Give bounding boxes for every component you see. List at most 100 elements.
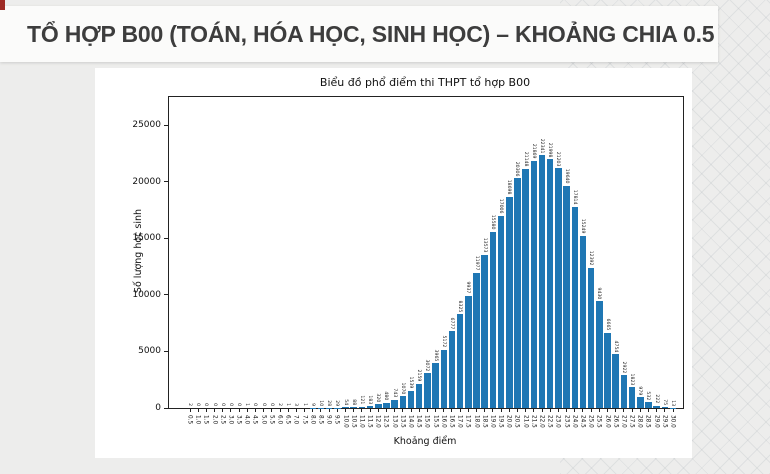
x-tick-mark (500, 409, 502, 412)
bar-value-label: 1823 (629, 373, 635, 386)
x-tick-mark (476, 409, 478, 412)
bar (448, 331, 456, 408)
top-banner: TỔ HỢP B00 (TOÁN, HÓA HỌC, SINH HỌC) – K… (0, 6, 718, 62)
x-tick-mark (566, 409, 568, 412)
bar (653, 405, 660, 408)
x-tick-mark (246, 409, 248, 412)
x-tick-label: 10.5 (350, 415, 358, 428)
x-tick-label: 29.5 (661, 415, 669, 428)
x-tick-label: 2.5 (219, 415, 227, 425)
x-tick-mark (549, 409, 551, 412)
y-tick-label: 20000 (132, 176, 161, 187)
bar-value-label: 21998 (547, 142, 554, 158)
x-tick-mark (582, 409, 584, 412)
x-tick-mark (426, 409, 428, 412)
bar-value-label: 0 (220, 403, 226, 406)
x-tick-label: 20.5 (514, 415, 522, 428)
bar-value-label: 1 (244, 403, 251, 406)
x-tick-mark (394, 409, 396, 412)
bar-value-label: 9937 (466, 281, 472, 294)
bar-value-label: 121 (359, 395, 365, 405)
bar (563, 185, 570, 408)
x-tick-label: 3.0 (228, 415, 235, 425)
x-tick-label: 25.5 (596, 415, 603, 428)
bar (522, 168, 529, 408)
bar (407, 390, 415, 408)
bar (440, 349, 448, 408)
bar-value-label: 320 (375, 393, 382, 403)
bar-value-label: 9430 (596, 287, 603, 300)
bar-value-label: 13 (670, 399, 676, 406)
bar-value-label: 10 (318, 399, 324, 406)
x-tick-mark (418, 409, 420, 412)
y-axis-label: Số lượng học sinh (133, 208, 144, 294)
x-tick-mark (263, 409, 265, 412)
plot-area: 0 5000 10000 15000 20000 25000 2 0.5 0 1.0 0 1.5 0 2.… (132, 96, 684, 428)
x-tick-mark (214, 409, 216, 412)
x-tick-mark (353, 409, 355, 412)
bar-value-label: 3 (294, 403, 300, 406)
bar-value-label: 1 (285, 403, 292, 406)
bar (628, 387, 636, 408)
x-tick-label: 21.0 (522, 415, 530, 428)
x-tick-label: 7.5 (301, 415, 309, 425)
bar (424, 373, 431, 408)
x-tick-label: 26.0 (604, 415, 612, 428)
x-tick-mark (361, 409, 363, 412)
x-tick-label: 6.0 (277, 415, 284, 425)
bar (456, 313, 464, 408)
x-tick-label: 7.0 (293, 415, 301, 425)
bar-value-label: 979 (637, 386, 644, 395)
x-tick-label: 27.0 (620, 415, 628, 428)
bar (661, 407, 669, 408)
x-tick-mark (402, 409, 404, 412)
y-tick-label: 15000 (132, 233, 161, 244)
x-tick-mark (312, 409, 314, 412)
y-tick-mark (164, 237, 168, 239)
x-tick-label: 1.0 (195, 415, 202, 425)
x-tick-label: 29.0 (653, 415, 661, 428)
x-tick-mark (574, 409, 576, 412)
bar (637, 396, 644, 408)
bar (473, 272, 480, 408)
x-tick-mark (664, 409, 666, 412)
x-tick-mark (533, 409, 535, 412)
x-tick-mark (385, 409, 387, 412)
bar-value-label: 5172 (441, 335, 447, 348)
bar (366, 405, 374, 408)
bar-value-label: 222 (654, 394, 660, 404)
x-tick-mark (410, 409, 412, 412)
x-tick-mark (516, 409, 518, 412)
bar (579, 235, 587, 408)
bar (538, 155, 546, 408)
x-tick-label: 17.0 (457, 415, 464, 428)
bar (514, 178, 521, 408)
x-tick-label: 15.0 (424, 415, 432, 428)
bar-value-label: 0 (195, 403, 202, 406)
x-tick-mark (328, 409, 330, 412)
x-tick-mark (598, 409, 600, 412)
x-tick-mark (623, 409, 625, 412)
x-tick-label: 1.5 (203, 415, 210, 425)
bar-value-label: 22341 (539, 138, 545, 154)
x-tick-mark (189, 409, 191, 412)
x-tick-label: 8.5 (318, 415, 325, 425)
bar-value-label: 4754 (613, 340, 619, 353)
bar (612, 354, 619, 408)
bar-value-label: 2159 (416, 369, 423, 382)
x-tick-label: 30.0 (670, 415, 677, 428)
bar (375, 404, 382, 408)
x-tick-label: 18.5 (481, 415, 489, 428)
x-tick-mark (590, 409, 592, 412)
x-tick-label: 28.0 (637, 415, 644, 428)
bar (571, 206, 578, 408)
x-tick-mark (205, 409, 207, 412)
x-tick-label: 24.0 (571, 415, 579, 428)
y-tick-mark (164, 124, 168, 126)
bar (506, 196, 513, 408)
x-tick-label: 19.5 (498, 415, 505, 428)
x-tick-label: 8.0 (309, 415, 317, 425)
bar-value-label: 6777 (449, 317, 455, 330)
chart-title: Biểu đồ phổ điểm thi THPT tổ hợp B00 (319, 76, 531, 89)
bar-value-label: 18698 (506, 179, 513, 195)
